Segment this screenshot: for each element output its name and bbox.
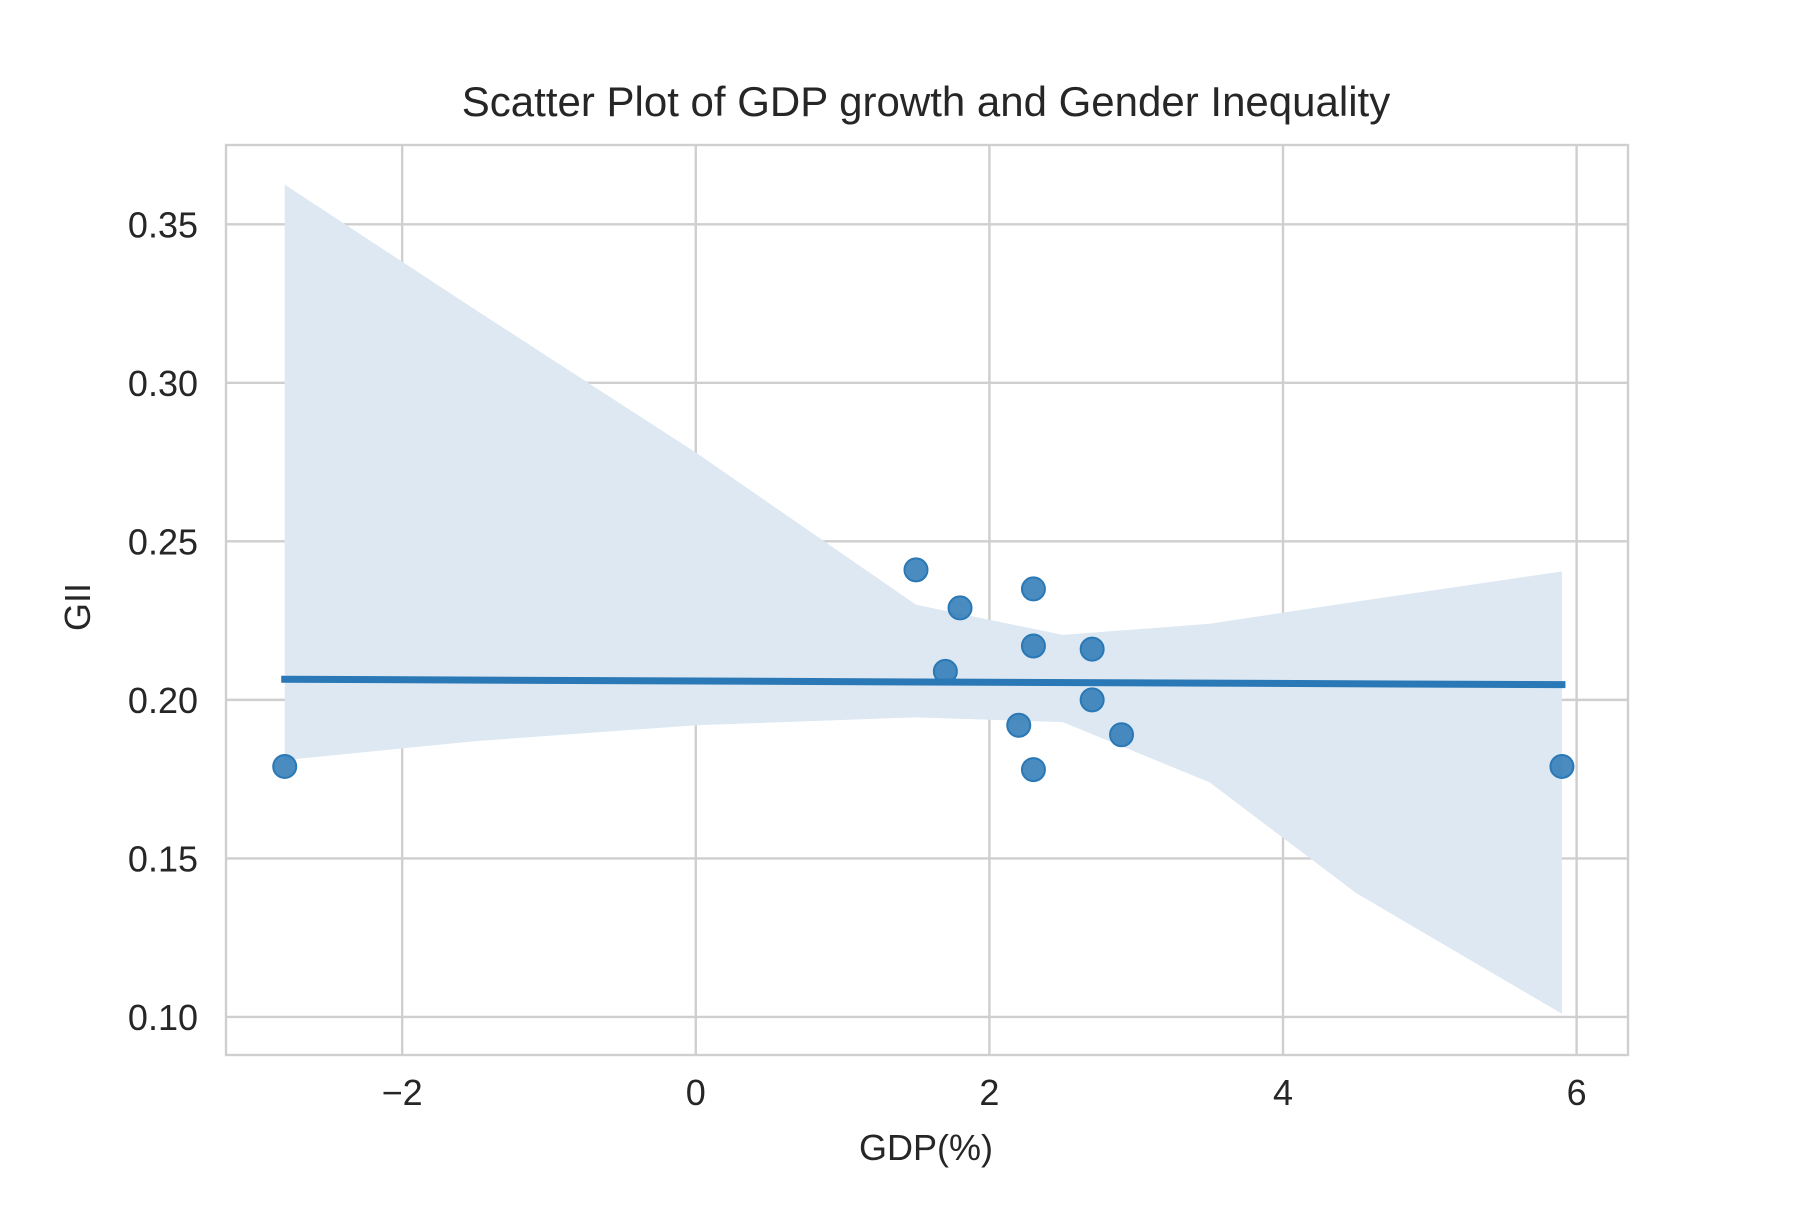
grid <box>226 145 1628 1055</box>
chart-title: Scatter Plot of GDP growth and Gender In… <box>462 78 1390 125</box>
y-tick-label: 0.30 <box>128 363 198 404</box>
scatter-point <box>1109 722 1135 748</box>
confidence-band-layer <box>284 184 1562 1014</box>
y-tick-label: 0.25 <box>128 521 198 562</box>
y-tick-label: 0.15 <box>128 838 198 879</box>
x-tick-label: 0 <box>686 1072 706 1113</box>
data-points <box>272 557 1575 783</box>
scatter-point <box>1006 712 1032 738</box>
y-axis-label: GII <box>57 583 98 631</box>
y-tick-label: 0.10 <box>128 997 198 1038</box>
scatter-point <box>272 753 298 779</box>
scatter-point <box>1079 687 1105 713</box>
scatter-point <box>1079 636 1105 662</box>
y-axis-ticks: 0.10 0.15 0.20 0.25 0.30 0.35 <box>128 204 198 1038</box>
x-axis-ticks: −2 0 2 4 6 <box>382 1072 1587 1113</box>
scatter-point <box>1020 576 1046 602</box>
scatter-point <box>947 595 973 621</box>
y-tick-label: 0.35 <box>128 204 198 245</box>
plot-frame <box>224 143 1630 1057</box>
x-axis-label: GDP(%) <box>859 1127 993 1168</box>
confidence-band <box>284 184 1562 1014</box>
x-tick-label: −2 <box>382 1072 423 1113</box>
regression-line-layer <box>281 675 1566 689</box>
scatter-point <box>1549 753 1575 779</box>
scatter-point <box>932 658 958 684</box>
x-tick-label: 6 <box>1567 1072 1587 1113</box>
scatter-point <box>1020 633 1046 659</box>
x-tick-label: 2 <box>979 1072 999 1113</box>
scatter-point <box>1020 757 1046 783</box>
y-tick-label: 0.20 <box>128 680 198 721</box>
x-tick-label: 4 <box>1273 1072 1293 1113</box>
regression-line <box>281 675 1566 689</box>
scatter-point <box>903 557 929 583</box>
